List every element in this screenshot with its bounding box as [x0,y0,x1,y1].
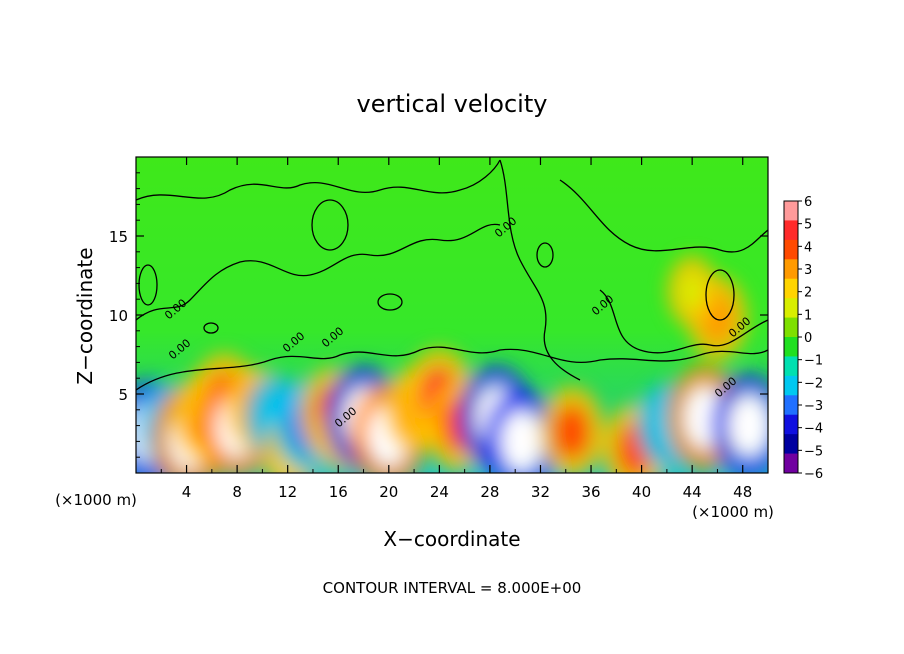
colorbar-tick-label: −3 [804,399,823,414]
x-unit-left: (×1000 m) [55,491,137,509]
y-tick-label: 15 [109,228,128,246]
x-tick-label: 44 [683,483,702,501]
field-cell-core [680,272,704,311]
colorbar-swatch [784,337,798,357]
y-tick-label: 5 [118,386,128,404]
x-tick-label: 12 [278,483,297,501]
colorbar-tick-label: −4 [804,422,823,437]
contour-zero-line [599,289,768,354]
y-axis: 5 10 15 [109,172,768,458]
colorbar-tick-label: −1 [804,354,823,369]
x-axis: 4 8 12 16 20 24 28 32 36 40 44 48 [160,157,752,501]
y-tick-label: 10 [109,307,128,325]
contour-interval-footer: CONTOUR INTERVAL = 8.000E+00 [323,579,582,597]
x-tick-label: 32 [531,483,550,501]
x-tick-label: 20 [379,483,398,501]
contour-zero-line [136,223,501,321]
field-cell-peak [511,421,532,462]
velocity-field [136,255,768,473]
colorbar-swatch [784,395,798,416]
colorbar-swatch [784,434,798,455]
x-tick-label: 48 [733,483,752,501]
colorbar-swatch [784,259,798,280]
contour-zero-line [136,346,768,391]
x-tick-label: 40 [632,483,651,501]
colorbar-swatch [784,220,798,241]
contour-zero-line [499,159,581,381]
contour-zero-line [203,322,219,334]
field-cell-peak [738,405,760,446]
x-tick-label: 28 [480,483,499,501]
colorbar-swatch [784,375,798,396]
plot-area: 0.000.00 0.00 0.000.000.000.000.000.00 [135,156,769,474]
colorbar-tick-label: 0 [804,331,812,346]
colorbar-swatch [784,356,798,377]
colorbar-swatch [784,278,798,299]
colorbar-tick-label: −2 [804,376,823,391]
colorbar-tick-label: −6 [804,467,823,482]
field-cell-core [555,405,590,459]
x-tick-label: 24 [430,483,449,501]
x-tick-label: 36 [581,483,600,501]
colorbar-tick-label: 6 [804,195,812,210]
x-tick-label: 4 [182,483,192,501]
colorbar-swatch [784,453,798,474]
contour-zero-line [536,242,554,268]
colorbar-tick-label: 4 [804,240,812,255]
x-axis-label: X−coordinate [383,527,520,551]
colorbar-swatch [784,414,798,435]
chart-title: vertical velocity [357,90,548,118]
field-cell-peak [694,397,716,438]
contour-zero-line [311,199,349,251]
y-axis-label: Z−coordinate [73,247,97,384]
colorbar: 6 5 4 3 2 1 0 −1 −2 −3 −4 −5 −6 [783,195,823,482]
contour-zero-line [377,293,403,311]
contour-zero-line [138,264,158,306]
colorbar-swatch [784,317,798,338]
colorbar-swatch [784,201,798,221]
contour-zero-line [136,159,501,201]
x-tick-label: 8 [232,483,242,501]
colorbar-tick-label: 3 [804,263,812,278]
colorbar-swatch [784,239,798,260]
colorbar-tick-label: −5 [804,444,823,459]
x-tick-label: 16 [329,483,348,501]
contour-zero-line [559,179,768,253]
colorbar-tick-label: 2 [804,286,812,301]
colorbar-swatch [784,298,798,319]
x-unit-right: (×1000 m) [692,503,774,521]
zero-contours [136,159,768,391]
colorbar-tick-label: 5 [804,218,812,233]
colorbar-tick-label: 1 [804,308,812,323]
contour-zero-line [705,269,735,321]
